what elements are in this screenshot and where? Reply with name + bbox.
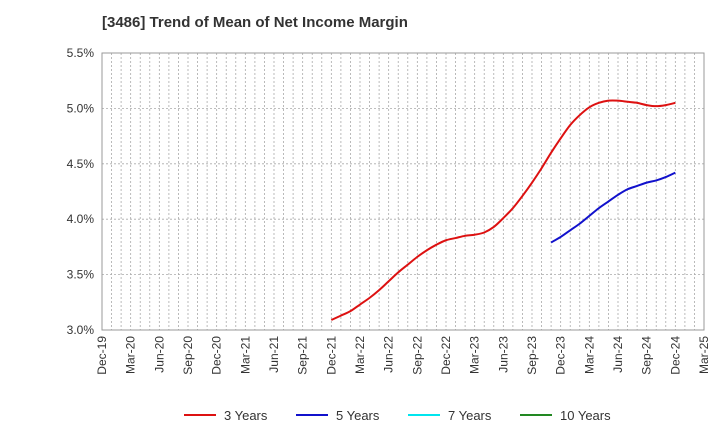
x-tick-label: Dec-20 — [210, 336, 224, 375]
x-tick-label: Sep-24 — [640, 336, 654, 375]
x-tick-label: Mar-25 — [697, 336, 711, 374]
x-tick-label: Sep-21 — [296, 336, 310, 375]
legend: 3 Years 5 Years 7 Years 10 Years — [184, 408, 611, 423]
series-line-3-years — [330, 99, 676, 321]
x-tick-label: Dec-23 — [554, 336, 568, 375]
x-tick-label: Dec-21 — [324, 336, 338, 375]
y-tick-label: 5.0% — [67, 101, 95, 115]
x-tick-label: Dec-19 — [95, 336, 109, 375]
x-tick-label: Sep-20 — [181, 336, 195, 375]
x-tick-label: Jun-20 — [152, 336, 166, 373]
x-tick-label: Sep-23 — [525, 336, 539, 375]
x-tick-label: Mar-22 — [353, 336, 367, 374]
x-tick-label: Dec-22 — [439, 336, 453, 375]
y-axis-ticks: 3.0% 3.5% 4.0% 4.5% 5.0% 5.5% — [67, 46, 95, 337]
x-axis-ticks: Dec-19 Mar-20 Jun-20 Sep-20 Dec-20 Mar-21 Jun-… — [95, 336, 711, 375]
x-tick-label: Mar-24 — [582, 336, 596, 374]
x-tick-label: Mar-20 — [124, 336, 138, 374]
series-lines — [330, 99, 676, 321]
legend-label: 3 Years — [224, 408, 268, 423]
legend-label: 5 Years — [336, 408, 380, 423]
legend-label: 10 Years — [560, 408, 611, 423]
x-tick-label: Mar-21 — [238, 336, 252, 374]
series-line-5-years — [550, 171, 676, 244]
chart-title: [3486] Trend of Mean of Net Income Margi… — [102, 14, 408, 31]
y-tick-label: 5.5% — [67, 46, 95, 60]
plot-area-frame — [101, 52, 705, 331]
x-tick-label: Sep-22 — [410, 336, 424, 375]
y-tick-label: 3.5% — [67, 268, 95, 282]
x-tick-label: Jun-24 — [611, 336, 625, 373]
grid-lines — [102, 53, 704, 330]
x-tick-label: Mar-23 — [468, 336, 482, 374]
y-tick-label: 4.5% — [67, 157, 95, 171]
x-tick-label: Jun-21 — [267, 336, 281, 373]
y-tick-label: 3.0% — [67, 323, 95, 337]
x-tick-label: Dec-24 — [668, 336, 682, 375]
x-tick-label: Jun-23 — [496, 336, 510, 373]
y-tick-label: 4.0% — [67, 212, 95, 226]
x-tick-label: Jun-22 — [382, 336, 396, 373]
legend-label: 7 Years — [448, 408, 492, 423]
